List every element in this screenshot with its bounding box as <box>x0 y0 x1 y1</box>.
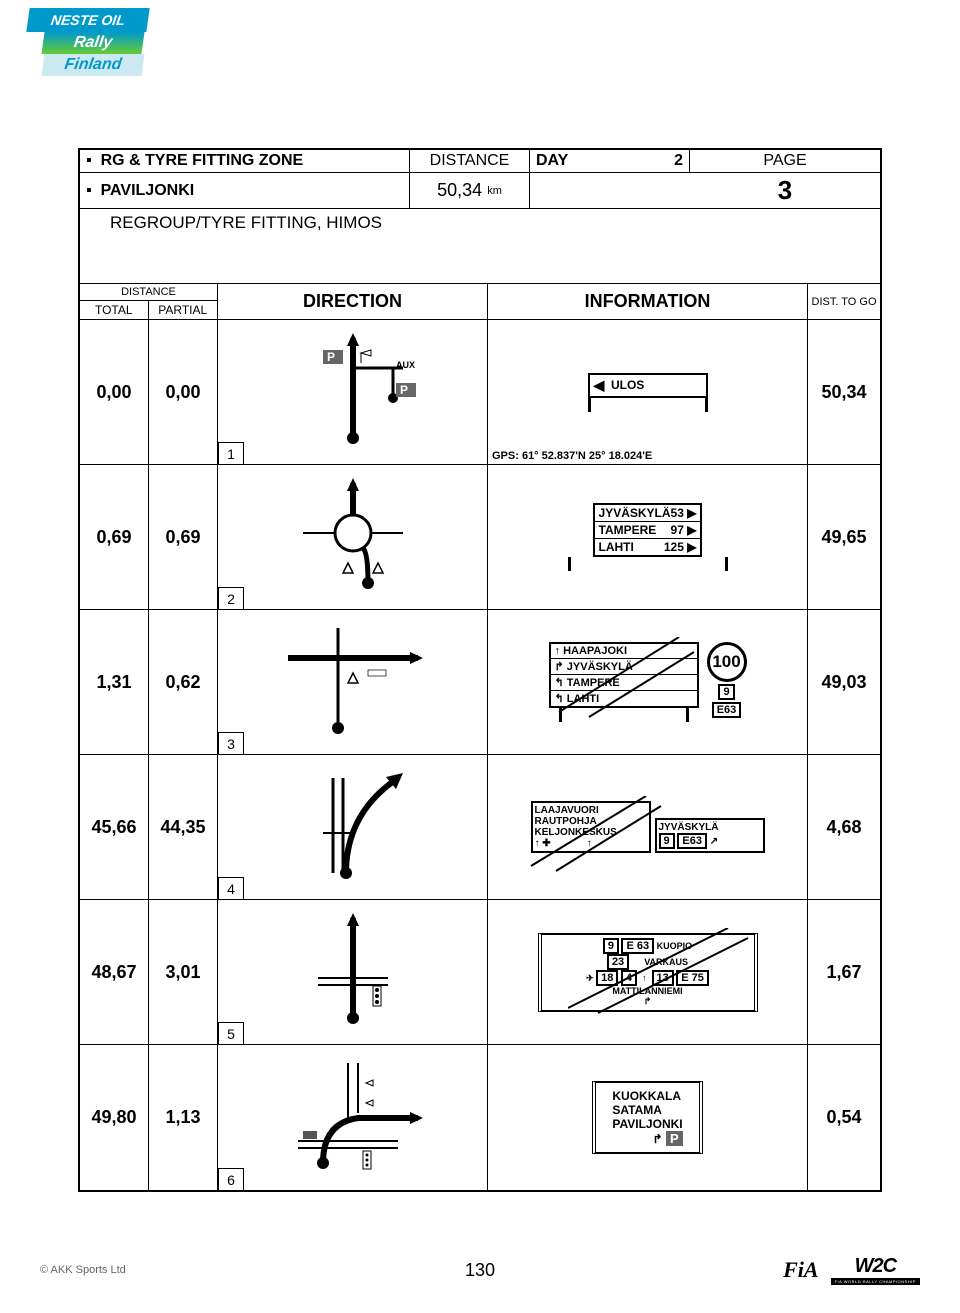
wrc-logo: W2C FIA WORLD RALLY CHAMPIONSHIP <box>831 1255 920 1285</box>
zone-cell: ▪ RG & TYRE FITTING ZONE <box>80 150 410 172</box>
row6-togo: 0,54 <box>808 1045 880 1190</box>
header-row-1: ▪ RG & TYRE FITTING ZONE DISTANCE DAY 2 P… <box>80 150 880 173</box>
row6-info: KUOKKALA SATAMA PAVILJONKI ↱ P <box>488 1045 808 1190</box>
page-value-cell: 3 <box>690 173 880 208</box>
column-headers: DISTANCE TOTAL PARTIAL DIRECTION INFORMA… <box>80 284 880 320</box>
row2-togo: 49,65 <box>808 465 880 609</box>
dest-cell: ▪ PAVILJONKI <box>80 173 410 208</box>
tulip-row-3: 1,31 0,62 3 ↑ HAAPAJOKI ↱ JYVÄSKYLÄ ↰ TA… <box>80 610 880 755</box>
regroup-row: REGROUP/TYRE FITTING, HIMOS <box>80 209 880 284</box>
row5-info: 9 E 63 KUOPIO 23 VARKAUS ✈ 18 4 ↑ 13 E 7… <box>488 900 808 1044</box>
page-label-cell: PAGE <box>690 150 880 172</box>
row4-step: 4 <box>218 877 244 899</box>
distance-unit: km <box>487 185 502 197</box>
ulos-text: ULOS <box>611 378 644 392</box>
row6-direction: 6 <box>218 1045 488 1190</box>
row5-togo: 1,67 <box>808 900 880 1044</box>
row4-direction: 4 <box>218 755 488 899</box>
row1-step: 1 <box>218 442 244 464</box>
row3-info: ↑ HAAPAJOKI ↱ JYVÄSKYLÄ ↰ TAMPERE ↰ LAHT… <box>488 610 808 754</box>
row2-total: 0,69 <box>80 465 149 609</box>
row6-partial: 1,13 <box>149 1045 218 1190</box>
day-empty <box>530 173 690 208</box>
col-information: INFORMATION <box>488 284 808 319</box>
row3-togo: 49,03 <box>808 610 880 754</box>
distance-label-cell: DISTANCE <box>410 150 530 172</box>
logo-line2: Rally <box>41 32 144 54</box>
road-9: 9 <box>718 684 734 700</box>
speed-sign: 100 <box>707 642 747 682</box>
col-togo: DIST. TO GO <box>808 284 880 319</box>
dest-sign-2: JYVÄSKYLÄ53 ▶ TAMPERE97 ▶ LAHTI125 ▶ <box>558 503 738 571</box>
tulip-diagram-4 <box>278 763 428 883</box>
event-logo: NESTE OIL Rally Finland <box>28 8 158 88</box>
ulos-sign: ◀ ULOS <box>578 373 718 412</box>
row2-info: JYVÄSKYLÄ53 ▶ TAMPERE97 ▶ LAHTI125 ▶ <box>488 465 808 609</box>
row2-direction: 2 <box>218 465 488 609</box>
r2-dest1: JYVÄSKYLÄ <box>599 506 671 520</box>
row4-togo: 4,68 <box>808 755 880 899</box>
dest-sign-3: ↑ HAAPAJOKI ↱ JYVÄSKYLÄ ↰ TAMPERE ↰ LAHT… <box>549 642 699 722</box>
roadbook-table: ▪ RG & TYRE FITTING ZONE DISTANCE DAY 2 P… <box>78 148 882 1192</box>
tulip-row-1: 0,00 0,00 P P AUX 1 ◀ <box>80 320 880 465</box>
tulip-diagram-6 <box>268 1053 438 1173</box>
row4-total: 45,66 <box>80 755 149 899</box>
row6-step: 6 <box>218 1168 244 1190</box>
r2-dest2: TAMPERE <box>599 523 657 537</box>
parking-icon: P <box>666 1131 683 1146</box>
row3-total: 1,31 <box>80 610 149 754</box>
tulip-row-2: 0,69 0,69 2 JYVÄSKYLÄ53 ▶ TAMPERE97 ▶ <box>80 465 880 610</box>
row5-step: 5 <box>218 1022 244 1044</box>
row1-partial: 0,00 <box>149 320 218 464</box>
row3-partial: 0,62 <box>149 610 218 754</box>
page-number: 130 <box>465 1260 495 1281</box>
row5-total: 48,67 <box>80 900 149 1044</box>
row4-info: LAAJAVUORI RAUTPOHJA KELJONKESKUS ↑ ✚ ↑ … <box>488 755 808 899</box>
row2-step: 2 <box>218 587 244 609</box>
row5-direction: 5 <box>218 900 488 1044</box>
svg-text:P: P <box>327 350 335 364</box>
row2-partial: 0,69 <box>149 465 218 609</box>
col-distance: DISTANCE TOTAL PARTIAL <box>80 284 218 319</box>
tulip-diagram-5 <box>278 908 428 1028</box>
svg-text:P: P <box>400 383 408 397</box>
zone-label: RG & TYRE FITTING ZONE <box>101 152 304 170</box>
logo-line1: NESTE OIL <box>26 8 149 32</box>
day-cell: DAY 2 <box>530 150 690 172</box>
road-e63: E63 <box>712 702 742 718</box>
copyright: © AKK Sports Ltd <box>40 1264 126 1276</box>
tulip-diagram-2 <box>278 473 428 593</box>
row1-gps: GPS: 61° 52.837'N 25° 18.024'E <box>492 450 811 462</box>
distance-value: 50,34 <box>437 180 482 201</box>
col-partial: PARTIAL <box>149 301 218 319</box>
row1-total: 0,00 <box>80 320 149 464</box>
dest-label: PAVILJONKI <box>101 182 195 200</box>
row3-step: 3 <box>218 732 244 754</box>
tulip-row-5: 48,67 3,01 5 9 E 63 KUOPIO 23 VARKAUS ✈ … <box>80 900 880 1045</box>
fia-logo: FiA <box>783 1257 818 1283</box>
footer: © AKK Sports Ltd 130 FiA W2C FIA WORLD R… <box>0 1255 960 1285</box>
tulip-diagram-1: P P AUX <box>283 328 423 448</box>
row1-togo: 50,34 <box>808 320 880 464</box>
svg-text:AUX: AUX <box>396 360 415 370</box>
tulip-row-4: 45,66 44,35 4 LAAJAVUORI RAUTPOHJA KELJO… <box>80 755 880 900</box>
tulip-row-6: 49,80 1,13 6 KUOKKALA SATAMA <box>80 1045 880 1190</box>
day-value: 2 <box>674 152 683 170</box>
row3-direction: 3 <box>218 610 488 754</box>
r2-dest3: LAHTI <box>599 540 634 554</box>
col-direction: DIRECTION <box>218 284 488 319</box>
distance-value-cell: 50,34 km <box>410 173 530 208</box>
row1-direction: P P AUX 1 <box>218 320 488 464</box>
logo-line3: Finland <box>41 54 144 76</box>
row4-partial: 44,35 <box>149 755 218 899</box>
sanctioning-logos: FiA W2C FIA WORLD RALLY CHAMPIONSHIP <box>783 1255 920 1285</box>
row5-partial: 3,01 <box>149 900 218 1044</box>
col-distance-label: DISTANCE <box>80 284 217 300</box>
col-total: TOTAL <box>80 301 149 319</box>
tulip-diagram-3 <box>268 618 438 738</box>
day-label: DAY <box>536 152 568 170</box>
header-row-2: ▪ PAVILJONKI 50,34 km 3 <box>80 173 880 209</box>
row1-info: ◀ ULOS GPS: 61° 52.837'N 25° 18.024'E <box>488 320 808 464</box>
row6-total: 49,80 <box>80 1045 149 1190</box>
